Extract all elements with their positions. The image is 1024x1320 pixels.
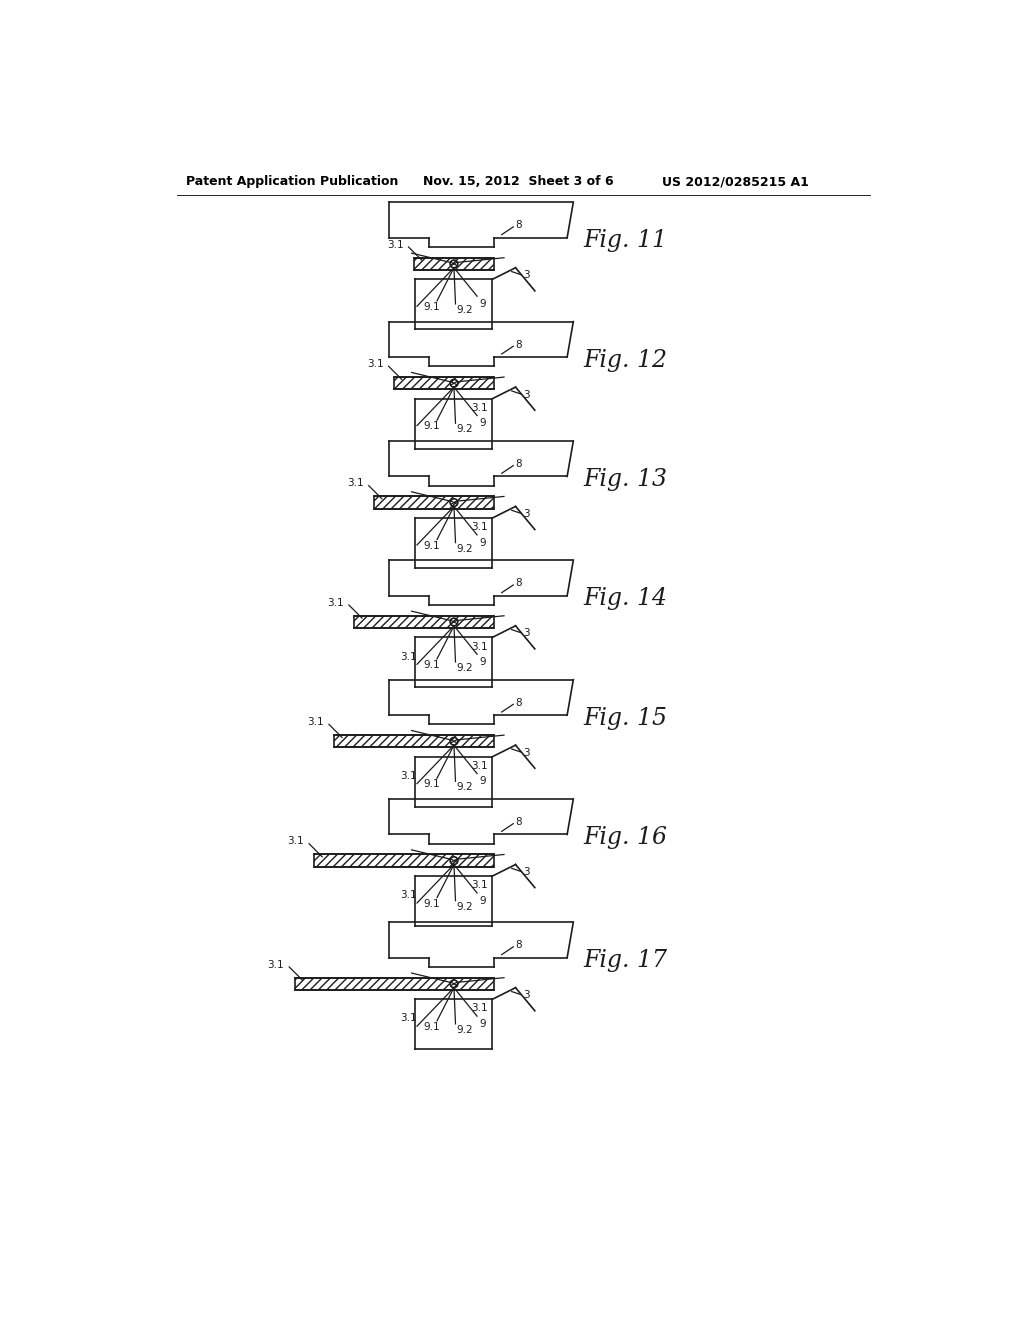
Text: 9: 9 bbox=[479, 896, 486, 906]
Text: Fig. 16: Fig. 16 bbox=[584, 826, 668, 849]
Text: US 2012/0285215 A1: US 2012/0285215 A1 bbox=[662, 176, 809, 187]
Text: Fig. 15: Fig. 15 bbox=[584, 706, 668, 730]
Text: 9.1: 9.1 bbox=[423, 421, 439, 432]
Text: 9: 9 bbox=[479, 657, 486, 667]
Text: 3: 3 bbox=[523, 510, 529, 519]
Text: 8: 8 bbox=[515, 940, 522, 950]
Text: 3.1: 3.1 bbox=[400, 652, 417, 661]
Text: Fig. 14: Fig. 14 bbox=[584, 587, 668, 610]
Text: 8: 8 bbox=[515, 220, 522, 231]
Text: 9.1: 9.1 bbox=[423, 541, 439, 550]
Text: 9.2: 9.2 bbox=[457, 783, 473, 792]
Text: 3.1: 3.1 bbox=[400, 890, 417, 900]
Text: 3.1: 3.1 bbox=[288, 837, 304, 846]
Text: 3.1: 3.1 bbox=[471, 1003, 487, 1014]
Text: 3: 3 bbox=[523, 990, 529, 1001]
Text: 3.1: 3.1 bbox=[400, 1014, 417, 1023]
Text: Fig. 11: Fig. 11 bbox=[584, 230, 668, 252]
Text: Fig. 12: Fig. 12 bbox=[584, 348, 668, 372]
Text: 9: 9 bbox=[479, 776, 486, 787]
Text: Patent Application Publication: Patent Application Publication bbox=[186, 176, 398, 187]
Text: 9: 9 bbox=[479, 298, 486, 309]
Text: 3.1: 3.1 bbox=[400, 771, 417, 781]
Text: 8: 8 bbox=[515, 459, 522, 469]
Text: 3.1: 3.1 bbox=[307, 717, 324, 727]
Text: 8: 8 bbox=[515, 817, 522, 828]
Text: 8: 8 bbox=[515, 339, 522, 350]
Text: 9.1: 9.1 bbox=[423, 660, 439, 671]
Text: 9.2: 9.2 bbox=[457, 663, 473, 673]
Text: 9: 9 bbox=[479, 1019, 486, 1028]
Text: 3.1: 3.1 bbox=[267, 960, 285, 970]
Text: 3.1: 3.1 bbox=[471, 760, 487, 771]
Text: 9.1: 9.1 bbox=[423, 779, 439, 789]
Text: 9.1: 9.1 bbox=[423, 899, 439, 908]
Text: 8: 8 bbox=[515, 578, 522, 589]
Text: 3.1: 3.1 bbox=[387, 240, 403, 249]
Text: 9.2: 9.2 bbox=[457, 902, 473, 912]
Text: Fig. 17: Fig. 17 bbox=[584, 949, 668, 973]
Text: 3: 3 bbox=[523, 867, 529, 878]
Text: 3.1: 3.1 bbox=[347, 478, 364, 488]
Text: 9.2: 9.2 bbox=[457, 1026, 473, 1035]
Text: 8: 8 bbox=[515, 698, 522, 708]
Text: 9: 9 bbox=[479, 537, 486, 548]
Text: Fig. 13: Fig. 13 bbox=[584, 469, 668, 491]
Text: 9.2: 9.2 bbox=[457, 305, 473, 315]
Text: 3.1: 3.1 bbox=[367, 359, 384, 370]
Text: 3: 3 bbox=[523, 628, 529, 639]
Text: 9.2: 9.2 bbox=[457, 544, 473, 554]
Text: 9: 9 bbox=[479, 418, 486, 428]
Text: 9.1: 9.1 bbox=[423, 1022, 439, 1032]
Text: 3: 3 bbox=[523, 271, 529, 280]
Text: 3: 3 bbox=[523, 748, 529, 758]
Text: 3: 3 bbox=[523, 389, 529, 400]
Text: 9.2: 9.2 bbox=[457, 425, 473, 434]
Text: 3.1: 3.1 bbox=[471, 880, 487, 890]
Text: 3.1: 3.1 bbox=[328, 598, 344, 607]
Text: Nov. 15, 2012  Sheet 3 of 6: Nov. 15, 2012 Sheet 3 of 6 bbox=[423, 176, 613, 187]
Text: 9.1: 9.1 bbox=[423, 302, 439, 312]
Text: 3.1: 3.1 bbox=[471, 403, 487, 413]
Text: 3.1: 3.1 bbox=[471, 642, 487, 652]
Text: 3.1: 3.1 bbox=[471, 523, 487, 532]
